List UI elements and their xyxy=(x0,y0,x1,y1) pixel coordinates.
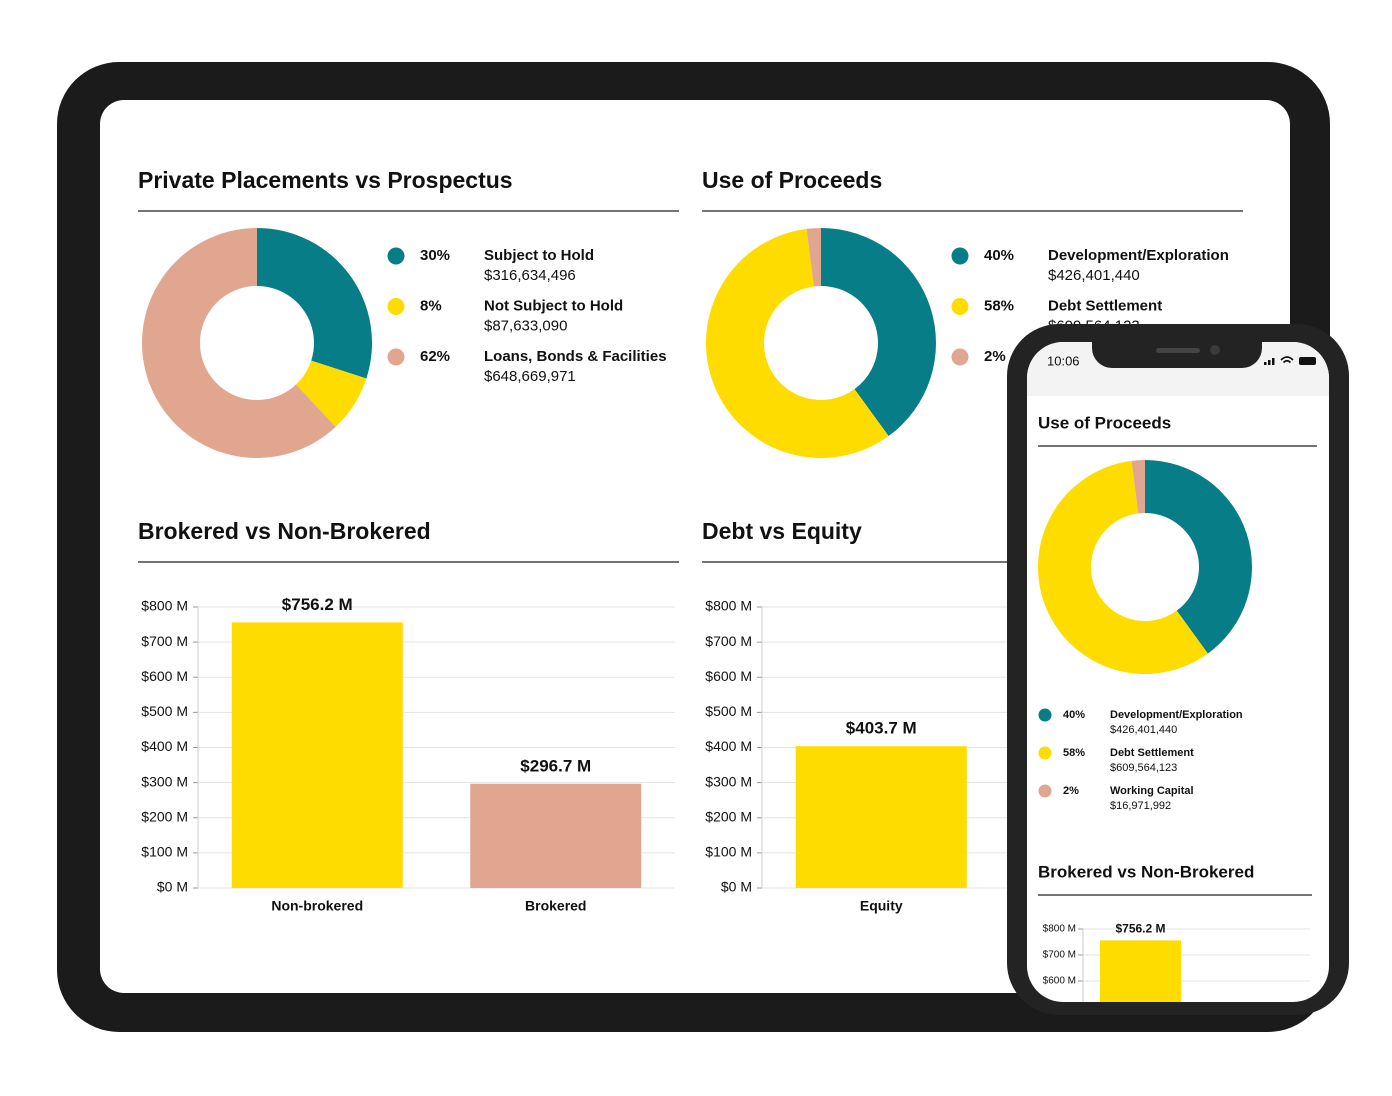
pie-slice xyxy=(821,228,936,437)
legend-amount: $16,971,992 xyxy=(1110,800,1171,812)
legend-dot xyxy=(951,348,969,366)
legend-label: Not Subject to Hold xyxy=(484,297,623,314)
x-tick-label: Equity xyxy=(860,898,903,914)
bar-value-label: $296.7 M xyxy=(520,756,591,775)
bar xyxy=(1100,940,1181,1002)
signal-bar xyxy=(1272,358,1275,365)
legend-percent: 8% xyxy=(420,297,442,314)
legend-label: Loans, Bonds & Facilities xyxy=(484,348,667,365)
phone-clip-group: Use of Proceeds 40% Development/Exploratio… xyxy=(1027,342,1329,1002)
y-tick-label: $600 M xyxy=(1043,976,1076,987)
x-tick-label: Brokered xyxy=(525,898,586,914)
phone-screen xyxy=(1027,342,1329,1002)
pie-slice xyxy=(806,228,821,287)
legend-label: Debt Settlement xyxy=(1048,297,1162,314)
y-tick-label: $600 M xyxy=(141,668,188,684)
camera xyxy=(1210,345,1220,355)
chart-title: Use of Proceeds xyxy=(702,167,882,193)
y-tick-label: $100 M xyxy=(705,844,752,860)
legend-percent: 2% xyxy=(984,348,1006,365)
y-tick-label: $200 M xyxy=(141,808,188,824)
legend-amount: $609,564,123 xyxy=(1110,762,1177,774)
pie-slice xyxy=(141,228,336,459)
battery-icon xyxy=(1299,357,1316,365)
legend-dot xyxy=(951,298,969,315)
y-tick-label: $200 M xyxy=(705,808,752,824)
legend-label: Development/Exploration xyxy=(1110,709,1243,721)
legend-amount: $426,401,440 xyxy=(1048,267,1140,284)
legend-label: Development/Exploration xyxy=(1048,247,1229,264)
phone-notch xyxy=(1092,342,1262,368)
legend-percent: 40% xyxy=(1063,709,1085,721)
legend-amount: $426,401,440 xyxy=(1110,724,1177,736)
legend-dot xyxy=(1038,746,1052,760)
y-tick-label: $800 M xyxy=(705,598,752,614)
legend-dot xyxy=(387,348,405,366)
legend-percent: 58% xyxy=(984,297,1014,314)
legend-amount: $87,633,090 xyxy=(484,317,567,334)
signal-bar xyxy=(1264,362,1267,365)
bar-value-label: $756.2 M xyxy=(282,595,353,614)
signal-bar xyxy=(1268,360,1271,365)
legend-label: Subject to Hold xyxy=(484,247,594,264)
speaker xyxy=(1156,348,1200,353)
pie-slice xyxy=(1145,459,1253,654)
y-tick-label: $400 M xyxy=(705,738,752,754)
bar-value-label: $403.7 M xyxy=(846,719,917,738)
status-time: 10:06 xyxy=(1047,353,1080,368)
y-tick-label: $0 M xyxy=(721,879,752,895)
chart-title: Brokered vs Non-Brokered xyxy=(138,518,431,544)
pie-slice xyxy=(1131,460,1145,514)
legend-amount: $648,669,971 xyxy=(484,368,576,385)
legend-dot xyxy=(1038,784,1052,798)
legend-percent: 40% xyxy=(984,247,1014,264)
chart-title: Brokered vs Non-Brokered xyxy=(1038,862,1254,881)
status-icons xyxy=(1264,356,1316,365)
bar xyxy=(231,622,403,888)
legend-label: Debt Settlement xyxy=(1110,747,1194,759)
bar xyxy=(470,783,642,888)
pie-slice xyxy=(257,228,372,379)
legend-dot xyxy=(387,247,405,265)
legend-label: Working Capital xyxy=(1110,785,1194,797)
y-tick-label: $300 M xyxy=(705,773,752,789)
y-tick-label: $700 M xyxy=(1043,950,1076,961)
pie-slice xyxy=(1038,460,1208,674)
y-tick-label: $600 M xyxy=(705,668,752,684)
legend-dot xyxy=(387,298,405,315)
y-tick-label: $700 M xyxy=(705,633,752,649)
y-tick-label: $500 M xyxy=(141,703,188,719)
chart-title: Debt vs Equity xyxy=(702,518,862,544)
y-tick-label: $500 M xyxy=(705,703,752,719)
y-tick-label: $800 M xyxy=(141,598,188,614)
pie-slice xyxy=(705,228,889,458)
legend-percent: 30% xyxy=(420,247,450,264)
phone-content: Use of Proceeds 40% Development/Exploratio… xyxy=(1038,413,1317,1002)
legend-percent: 62% xyxy=(420,348,450,365)
legend-percent: 2% xyxy=(1063,785,1079,797)
legend-percent: 58% xyxy=(1063,747,1085,759)
bar xyxy=(795,746,967,888)
legend-amount: $316,634,496 xyxy=(484,267,576,284)
y-tick-label: $100 M xyxy=(141,844,188,860)
chart-title: Private Placements vs Prospectus xyxy=(138,167,513,193)
y-tick-label: $700 M xyxy=(141,633,188,649)
pie-slice xyxy=(296,360,367,427)
wifi-icon xyxy=(1280,356,1294,364)
y-tick-label: $300 M xyxy=(141,773,188,789)
y-tick-label: $400 M xyxy=(141,738,188,754)
legend-dot xyxy=(1038,708,1052,722)
bar-value-label: $756.2 M xyxy=(1115,922,1165,936)
chart-title: Use of Proceeds xyxy=(1038,413,1171,432)
legend-dot xyxy=(951,247,969,265)
x-tick-label: Non-brokered xyxy=(271,898,363,914)
y-tick-label: $800 M xyxy=(1043,924,1076,935)
y-tick-label: $0 M xyxy=(157,879,188,895)
